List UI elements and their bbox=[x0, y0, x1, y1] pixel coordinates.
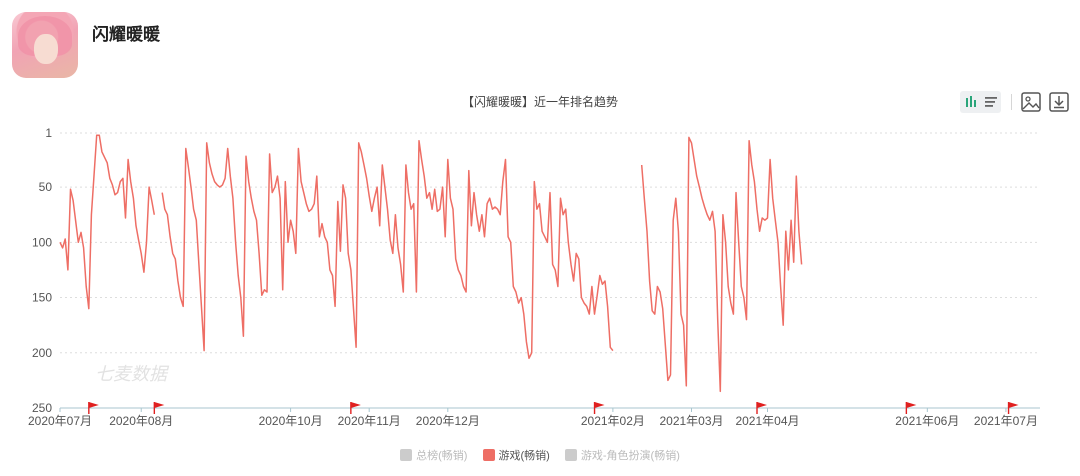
watermark: 七麦数据 bbox=[95, 364, 170, 384]
x-tick-label: 2020年10月 bbox=[259, 414, 323, 428]
series-line-segment bbox=[59, 134, 156, 310]
list-lines-icon[interactable] bbox=[981, 92, 1001, 112]
chart-legend: 总榜(畅销) 游戏(畅销) 游戏-角色扮演(畅销) bbox=[0, 447, 1080, 464]
legend-swatch bbox=[482, 449, 495, 461]
event-flags bbox=[88, 402, 1019, 414]
series-game-grossing bbox=[59, 134, 803, 393]
game-avatar-icon[interactable] bbox=[12, 12, 78, 78]
flag-cloth bbox=[757, 402, 768, 408]
x-tick-label: 2020年12月 bbox=[416, 414, 480, 428]
flag-cloth bbox=[154, 402, 165, 408]
y-tick-label: 50 bbox=[39, 180, 53, 194]
toolbar-divider bbox=[1011, 94, 1012, 110]
grid-lines bbox=[60, 132, 1040, 354]
flag-cloth bbox=[350, 402, 361, 408]
x-tick-label: 2020年07月 bbox=[28, 414, 92, 428]
x-tick-label: 2020年11月 bbox=[338, 414, 401, 428]
x-tick-label: 2021年02月 bbox=[581, 414, 645, 428]
event-flag-icon bbox=[593, 402, 605, 414]
series-line-segment bbox=[161, 139, 614, 360]
series-line-segment bbox=[640, 136, 803, 393]
x-tick-label: 2021年04月 bbox=[735, 414, 799, 428]
x-tick-label: 2021年06月 bbox=[895, 414, 959, 428]
legend-item-overall[interactable]: 总榜(畅销) bbox=[400, 447, 467, 463]
event-flag-icon bbox=[350, 402, 361, 414]
event-flag-icon bbox=[153, 402, 165, 414]
flag-cloth bbox=[906, 402, 917, 408]
event-flag-icon bbox=[1007, 402, 1019, 414]
event-flag-icon bbox=[905, 402, 917, 414]
legend-item-rpg[interactable]: 游戏-角色扮演(畅销) bbox=[564, 447, 680, 463]
legend-label: 游戏-角色扮演(畅销) bbox=[580, 450, 680, 462]
legend-item-game[interactable]: 游戏(畅销) bbox=[482, 447, 550, 463]
bar-chart-icon[interactable] bbox=[962, 92, 982, 112]
event-flag-icon bbox=[88, 402, 99, 414]
y-tick-label: 1 bbox=[45, 126, 52, 140]
x-tick-label: 2020年08月 bbox=[109, 414, 173, 428]
y-tick-label: 150 bbox=[32, 291, 52, 305]
flag-cloth bbox=[1008, 402, 1019, 408]
x-tick-label: 2021年07月 bbox=[974, 414, 1038, 428]
y-tick-label: 250 bbox=[32, 401, 52, 415]
image-icon[interactable] bbox=[1020, 91, 1042, 113]
x-tick-label: 2021年03月 bbox=[659, 414, 723, 428]
app-name: 闪耀暖暖 bbox=[92, 25, 160, 44]
event-flag-icon bbox=[756, 402, 768, 414]
legend-label: 游戏(畅销) bbox=[498, 450, 550, 462]
y-tick-label: 100 bbox=[32, 235, 52, 249]
flag-cloth bbox=[594, 402, 605, 408]
app-header: 闪耀暖暖 bbox=[0, 0, 1080, 88]
legend-swatch bbox=[564, 449, 577, 461]
legend-swatch bbox=[400, 449, 413, 461]
legend-label: 总榜(畅销) bbox=[416, 450, 468, 462]
x-axis-ticks: 2020年07月 2020年08月 2020年10月 2020年11月 2020年12月… bbox=[28, 408, 1038, 428]
download-icon[interactable] bbox=[1048, 91, 1070, 113]
chart-title: 【闪耀暖暖】近一年排名趋势 bbox=[461, 95, 618, 109]
flag-cloth bbox=[88, 402, 99, 408]
y-tick-label: 200 bbox=[32, 346, 52, 360]
